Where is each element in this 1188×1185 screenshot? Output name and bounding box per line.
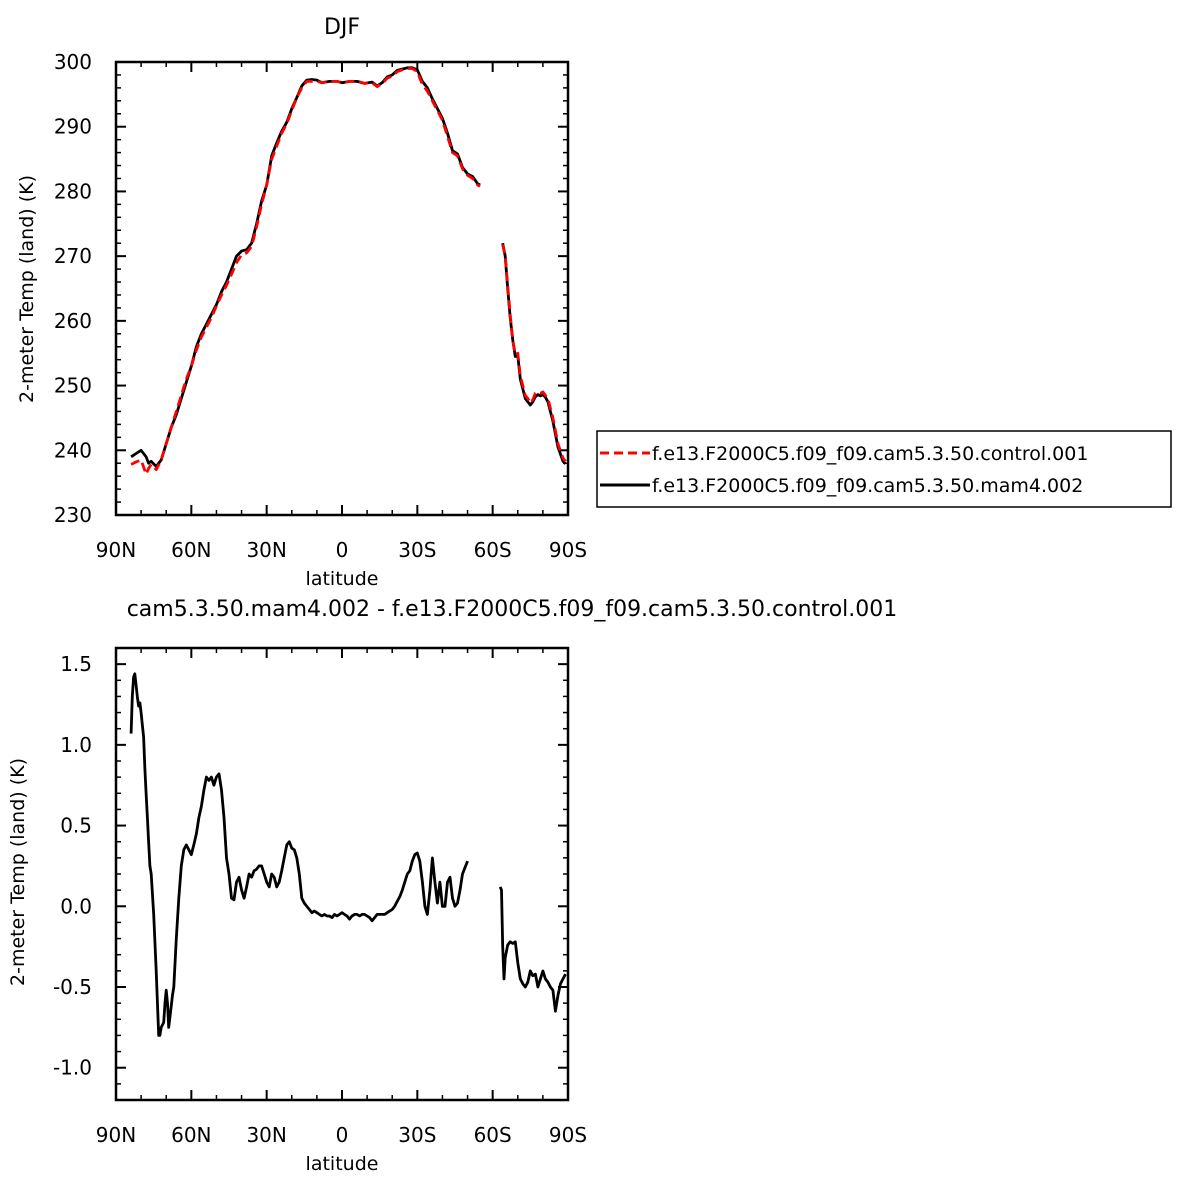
x-tick-label: 60S xyxy=(474,538,512,562)
bottom-series-lines xyxy=(129,672,567,1037)
y-tick-label: 270 xyxy=(54,244,92,268)
y-tick-label: 1.0 xyxy=(60,733,92,757)
y-tick-label: -1.0 xyxy=(53,1056,92,1080)
x-tick-label: 90S xyxy=(549,538,587,562)
series-line-control xyxy=(501,244,567,463)
bottom-axis-ticks: 90N 60N 30N 0 30S 60S 90S -1.0 -0.5 0.0 0.5 1.0 1.5 xyxy=(53,647,587,1147)
top-plot-frame xyxy=(114,60,570,517)
x-tick-label: 90N xyxy=(96,1123,136,1147)
x-tick-label: 0 xyxy=(336,1123,349,1147)
series-line xyxy=(130,66,481,468)
top-axis-ticks: 90N 60N 30N 0 30S 60S 90S 230 240 250 260 270 280 290… xyxy=(54,50,587,562)
y-tick-label: 300 xyxy=(54,50,92,74)
legend-label-control: f.e13.F2000C5.f09_f09.cam5.3.50.control.… xyxy=(652,443,1088,465)
y-tick-label: 0.5 xyxy=(60,814,92,838)
legend-label-mam4: f.e13.F2000C5.f09_f09.cam5.3.50.mam4.002 xyxy=(652,475,1083,497)
x-tick-label: 90S xyxy=(549,1123,587,1147)
y-tick-label: 260 xyxy=(54,309,92,333)
y-tick-label: 280 xyxy=(54,179,92,203)
x-tick-label: 90N xyxy=(96,538,136,562)
top-panel: DJF 90N 60N 30N 0 30S 60S 90S 230 240 250 260 270 28… xyxy=(16,15,587,590)
bottom-xlabel: latitude xyxy=(306,1153,379,1175)
x-tick-label: 60S xyxy=(474,1123,512,1147)
x-tick-label: 30N xyxy=(246,538,286,562)
x-tick-label: 0 xyxy=(336,538,349,562)
x-tick-label: 30S xyxy=(398,1123,436,1147)
y-tick-label: -0.5 xyxy=(53,975,92,999)
y-tick-label: 0.0 xyxy=(60,894,92,918)
x-tick-label: 30N xyxy=(246,1123,286,1147)
series-line-control xyxy=(130,67,481,476)
y-tick-label: 240 xyxy=(54,438,92,462)
top-series-lines xyxy=(130,66,567,476)
y-tick-label: 1.5 xyxy=(60,652,92,676)
bottom-plot-title: cam5.3.50.mam4.002 - f.e13.F2000C5.f09_f… xyxy=(127,597,898,622)
x-tick-label: 60N xyxy=(171,538,211,562)
x-tick-label: 60N xyxy=(171,1123,211,1147)
legend-box xyxy=(596,430,1172,508)
top-ylabel: 2-meter Temp (land) (K) xyxy=(16,175,38,403)
series-line xyxy=(498,886,567,1013)
y-tick-label: 250 xyxy=(54,374,92,398)
legend: f.e13.F2000C5.f09_f09.cam5.3.50.control.… xyxy=(596,430,1172,508)
y-tick-label: 290 xyxy=(54,115,92,139)
y-tick-label: 230 xyxy=(54,503,92,527)
top-plot-title: DJF xyxy=(324,15,360,40)
top-xlabel: latitude xyxy=(306,568,379,590)
bottom-ylabel: 2-meter Temp (land) (K) xyxy=(7,758,29,986)
series-line xyxy=(129,672,469,1037)
bottom-panel: cam5.3.50.mam4.002 - f.e13.F2000C5.f09_f… xyxy=(7,597,897,1175)
x-tick-label: 30S xyxy=(398,538,436,562)
bottom-plot-frame xyxy=(114,646,570,1102)
